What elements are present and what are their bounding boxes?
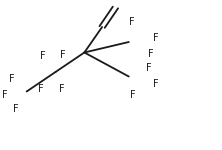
Text: F: F — [153, 33, 158, 43]
Text: F: F — [148, 49, 154, 59]
Text: F: F — [13, 104, 19, 114]
Text: F: F — [153, 79, 158, 89]
Text: F: F — [60, 50, 66, 60]
Text: F: F — [146, 63, 152, 73]
Text: F: F — [9, 74, 15, 84]
Text: F: F — [2, 90, 8, 100]
Text: F: F — [129, 17, 135, 27]
Text: F: F — [130, 90, 136, 99]
Text: F: F — [38, 84, 44, 94]
Text: F: F — [40, 51, 46, 61]
Text: F: F — [59, 84, 65, 94]
